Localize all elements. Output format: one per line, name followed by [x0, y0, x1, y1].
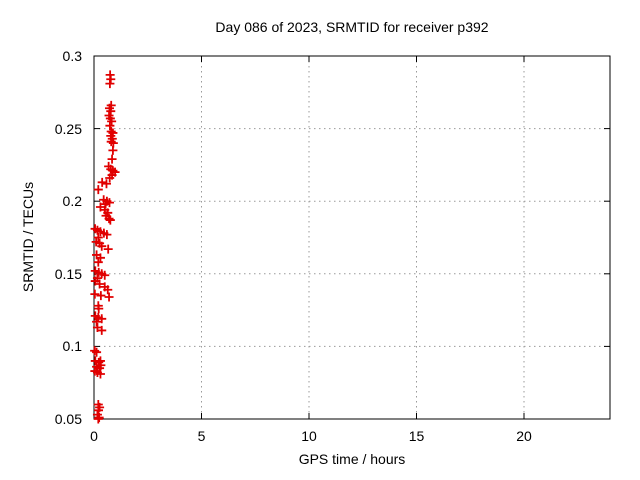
- data-point-marker: [105, 215, 115, 225]
- data-point-marker: [93, 257, 103, 267]
- data-point-marker: [93, 233, 103, 242]
- data-point-marker: [107, 154, 117, 164]
- y-tick-label: 0.2: [62, 193, 82, 210]
- data-point-marker: [105, 121, 115, 131]
- data-point-marker: [103, 285, 113, 295]
- x-tick-label: 15: [408, 428, 425, 444]
- y-tick-label: 0.1: [62, 338, 82, 355]
- data-point-marker: [93, 414, 103, 424]
- data-point-marker: [104, 214, 114, 224]
- plot-border: [93, 55, 611, 420]
- x-tick-label: 10: [301, 428, 317, 444]
- x-axis-label: GPS time / hours: [298, 451, 406, 467]
- data-point-marker: [92, 347, 102, 357]
- data-point-marker: [97, 177, 107, 187]
- data-point-marker: [108, 145, 118, 155]
- data-point-marker: [90, 346, 100, 356]
- data-point-marker: [97, 314, 107, 324]
- data-point-marker: [97, 325, 107, 335]
- data-point-marker: [96, 291, 106, 301]
- data-point-marker: [105, 79, 115, 89]
- data-point-marker: [95, 279, 105, 289]
- y-tick-label: 0.05: [54, 411, 82, 427]
- data-point-marker: [93, 185, 103, 195]
- data-point-marker: [90, 289, 100, 299]
- data-point-marker: [103, 244, 113, 254]
- x-tick-label: 5: [197, 428, 206, 444]
- y-tick-label: 0.3: [62, 48, 82, 64]
- x-tick-label: 20: [516, 428, 532, 444]
- data-point-marker: [94, 304, 104, 314]
- chart-title: Day 086 of 2023, SRMTID for receiver p39…: [215, 19, 489, 35]
- data-point-marker: [105, 173, 115, 183]
- data-point-marker: [102, 230, 112, 240]
- data-point-marker: [100, 270, 110, 280]
- data-point-marker: [97, 241, 107, 251]
- data-point-marker: [104, 292, 114, 302]
- data-point-marker: [107, 116, 117, 126]
- y-tick-label: 0.25: [54, 120, 82, 137]
- data-point-marker: [95, 369, 105, 379]
- x-tick-label: 0: [90, 428, 98, 444]
- y-tick-label: 0.15: [54, 265, 82, 282]
- data-point-marker: [101, 179, 111, 189]
